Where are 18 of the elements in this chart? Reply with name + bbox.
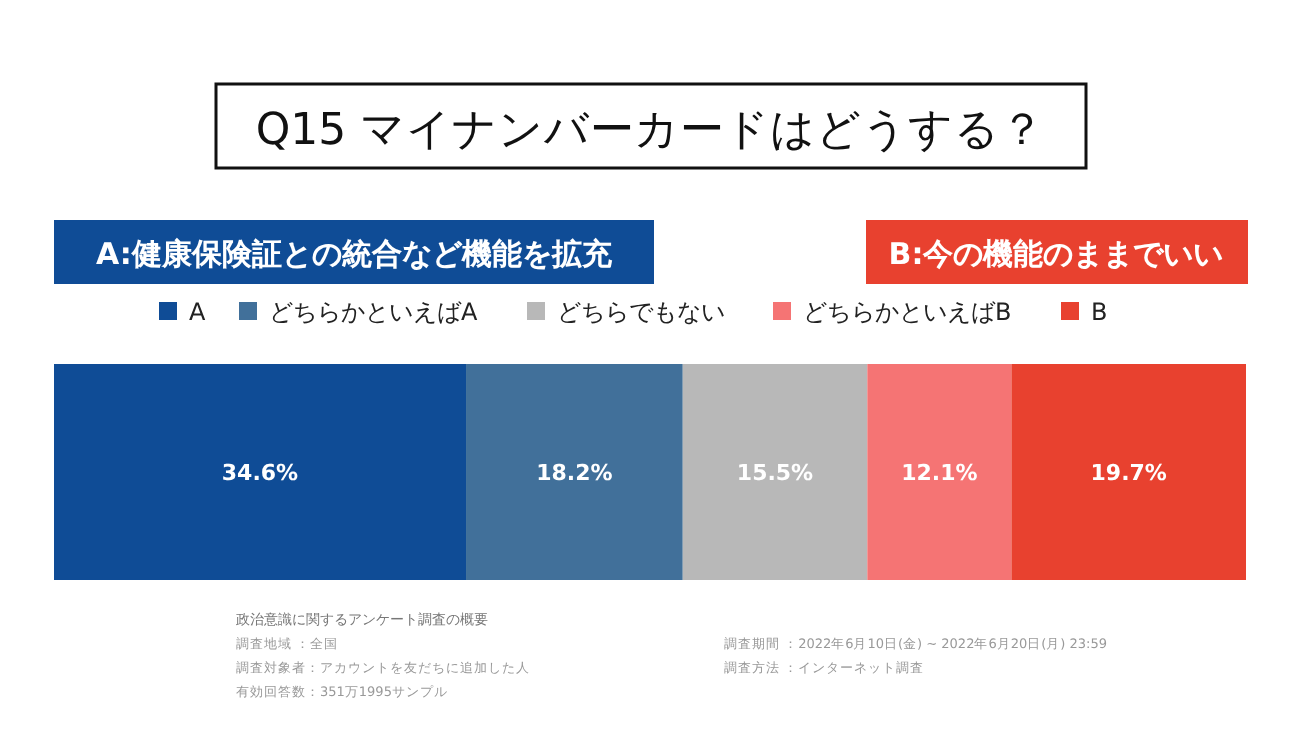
legend-label: B [1091,298,1108,326]
bar [682,364,868,580]
bar [867,364,1012,580]
legend-label: どちらかといえばA [269,298,479,326]
bar [466,364,683,580]
text: B:今の機能のままでいい [888,236,1224,272]
text: A:健康保険証との統合など機能を拡充 [96,236,614,272]
legend-label: どちらでもない [557,298,725,326]
data-label: 12.1% [901,460,978,486]
bar [1011,364,1246,580]
data-label: 18.2% [536,460,613,486]
bar [54,364,467,580]
data-label: 34.6% [221,460,299,486]
data-label: 19.7% [1090,460,1167,486]
legend-label: A [189,298,207,326]
chart-title: Q15 マイナンバーカードはどうする？ [255,106,1045,156]
legend-label: どちらかといえばB [803,298,1012,326]
data-label: 15.5% [736,460,814,486]
